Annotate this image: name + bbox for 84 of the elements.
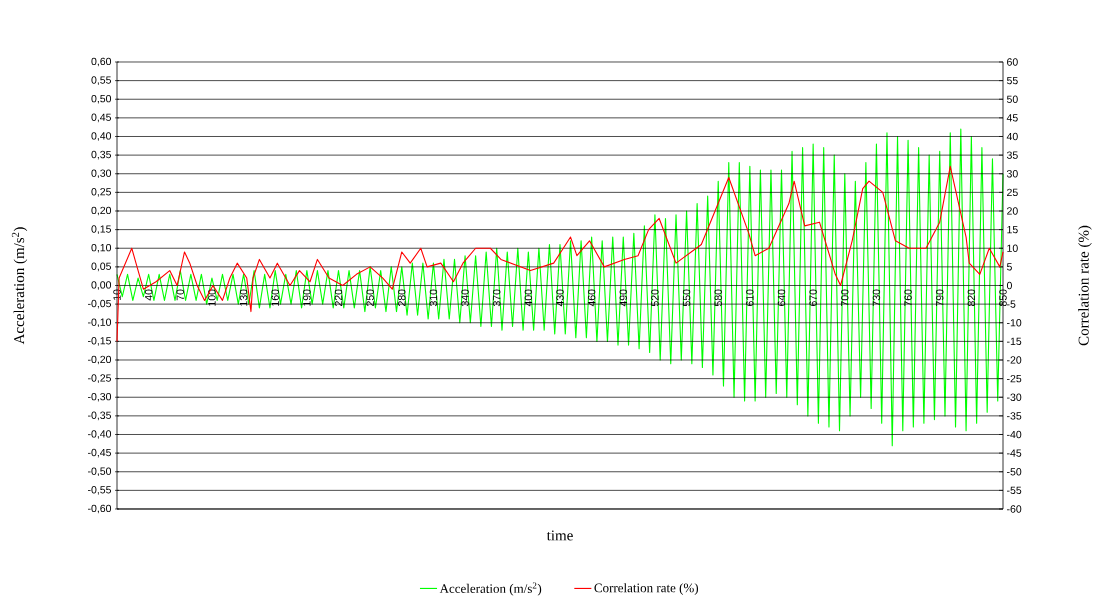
y2-tick-label: -50: [1007, 468, 1022, 476]
x-tick-label: 850: [999, 289, 1007, 307]
y2-tick-label: -55: [1007, 486, 1022, 495]
y2-tick-label: 15: [1007, 225, 1018, 234]
x-tick-label: 190: [303, 289, 311, 306]
x-tick-label: 700: [841, 289, 849, 307]
y-tick-label: -0,45: [88, 448, 112, 458]
y-tick-label: 0,10: [91, 243, 112, 253]
x-tick-label: 670: [809, 289, 817, 307]
y2-tick-label: 20: [1007, 207, 1018, 215]
legend-label: Acceleration (m/s$^{2}$): [439, 582, 542, 596]
x-tick-label: 10: [113, 289, 121, 300]
y2-tick-label: -20: [1007, 356, 1022, 364]
x-tick-label: 610: [746, 289, 754, 307]
y-tick-label: -0,25: [88, 374, 112, 383]
y-tick-label: -0,55: [88, 486, 112, 495]
y2-tick-label: 40: [1006, 132, 1018, 141]
y2-tick-label: -45: [1007, 449, 1022, 457]
x-tick-label: 160: [271, 289, 279, 306]
x-tick-label: 490: [619, 289, 628, 307]
y-tick-label: -0,20: [88, 355, 112, 365]
y2-tick-label: 5: [1006, 263, 1012, 271]
y2-axis-title: Correlation rate (%): [1078, 225, 1092, 346]
y-tick-label: -0,15: [88, 337, 112, 346]
y2-tick-label: 50: [1006, 95, 1018, 103]
y-tick-label: 0,55: [91, 76, 112, 85]
y2-tick-label: 0: [1006, 281, 1012, 290]
y-axis-title: Acceleration (m/s$^{2}$): [11, 227, 28, 345]
x-tick-label: 430: [556, 289, 564, 307]
y2-tick-label: -40: [1007, 430, 1022, 439]
y2-tick-label: -30: [1007, 393, 1022, 401]
x-tick-label: 40: [144, 289, 153, 301]
x-axis-title: time: [546, 530, 573, 541]
y-tick-label: -0,30: [88, 392, 112, 402]
y-tick-label: 0,35: [91, 150, 112, 160]
y-tick-label: 0,30: [91, 169, 112, 179]
x-tick-label: 460: [587, 289, 596, 307]
y-tick-label: 0,20: [91, 206, 112, 216]
x-tick-label: 370: [493, 289, 501, 307]
x-tick-label: 820: [967, 289, 976, 307]
y2-tick-label: 55: [1006, 76, 1018, 85]
y2-tick-label: 10: [1007, 244, 1018, 252]
x-tick-label: 340: [461, 289, 469, 307]
x-tick-label: 250: [366, 289, 374, 307]
y2-tick-label: 30: [1006, 170, 1018, 178]
y2-tick-label: -10: [1007, 319, 1022, 327]
x-tick-label: 70: [176, 289, 185, 301]
y-tick-label: 0,50: [91, 94, 112, 104]
y2-tick-label: 45: [1006, 114, 1018, 122]
y-tick-label: -0,10: [88, 318, 112, 328]
y-tick-label: -0,40: [88, 430, 112, 439]
y2-tick-label: 35: [1006, 151, 1018, 159]
y-tick-label: 0,45: [91, 113, 112, 123]
x-tick-label: 640: [777, 289, 786, 307]
y2-tick-label: -35: [1007, 412, 1022, 420]
x-tick-label: 760: [904, 289, 912, 307]
x-tick-label: 220: [334, 289, 343, 307]
y2-tick-label: -5: [1007, 300, 1016, 308]
y-tick-label: -0,05: [88, 299, 112, 309]
y-tick-label: 0,40: [91, 132, 112, 141]
x-tick-label: 310: [429, 289, 438, 307]
legend-label: Correlation rate (%): [594, 583, 699, 595]
y2-tick-label: -25: [1007, 374, 1022, 383]
y2-tick-label: 25: [1007, 188, 1018, 197]
y-tick-label: 0,60: [91, 57, 112, 67]
y2-tick-label: -15: [1007, 337, 1022, 346]
y2-tick-label: 60: [1007, 58, 1018, 66]
x-tick-label: 730: [872, 289, 881, 307]
y-tick-label: 0,05: [91, 262, 112, 272]
y-tick-label: 0,25: [91, 188, 112, 197]
x-tick-label: 130: [239, 289, 248, 306]
x-tick-label: 100: [208, 289, 216, 306]
y-tick-label: 0,15: [91, 225, 112, 234]
x-tick-label: 550: [682, 289, 691, 307]
x-tick-label: 400: [524, 289, 533, 307]
y2-tick-label: -60: [1007, 505, 1022, 513]
x-tick-label: 280: [398, 289, 406, 307]
y-tick-label: 0,00: [91, 281, 112, 290]
y-tick-label: -0,50: [88, 467, 112, 477]
x-tick-label: 580: [714, 289, 722, 307]
y-tick-label: -0,35: [88, 411, 112, 421]
x-tick-label: 520: [651, 289, 659, 307]
y-tick-label: -0,60: [88, 504, 112, 514]
x-tick-label: 790: [936, 289, 944, 307]
